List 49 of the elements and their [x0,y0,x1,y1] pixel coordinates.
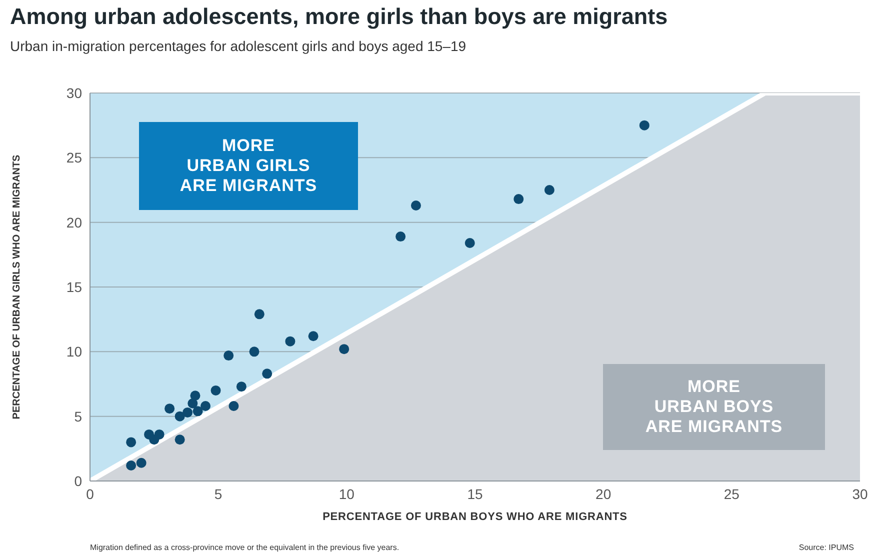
x-tick-label: 10 [338,486,355,502]
point [190,390,200,401]
point [544,185,554,195]
point [639,120,650,130]
point [249,346,260,357]
y-tick-label: 10 [66,344,82,360]
y-tick-label: 25 [66,150,82,166]
point [200,400,210,411]
point [285,336,296,346]
chart-subtitle: Urban in-migration percentages for adolescent girls and boys aged 15–19 [10,38,466,54]
text-box: MORE URBAN GIRLS ARE MIGRANTS [139,122,358,210]
point [236,382,246,392]
y-tick-label: 5 [74,408,82,424]
x-tick-label: 15 [467,486,483,502]
x-axis-title: PERCENTAGE OF URBAN BOYS WHO ARE MIGRANTS [322,511,628,523]
point [228,400,239,411]
point [254,309,264,320]
point [126,460,136,470]
x-tick-label: 0 [86,486,94,502]
point [224,350,234,361]
point [396,232,406,242]
point [154,429,164,440]
point [210,385,221,396]
text: Migration defined as a cross-province move or the equivalent in the previous five years. [90,543,400,552]
text-box: MORE URBAN BOYS ARE MIGRANTS [603,364,825,450]
point [126,437,136,448]
point [192,406,203,416]
point [174,434,185,445]
chart-title: Among urban adolescents, more girls than boys are migrants [10,4,668,30]
point [514,194,524,204]
point [262,368,272,379]
y-tick-label: 30 [66,84,82,101]
point [174,411,185,422]
y-tick-label: 0 [74,472,82,489]
point [339,344,350,354]
y-tick-label: 15 [66,278,82,295]
x-tick-label: 25 [724,486,740,502]
y-axis-title: PERCENTAGE OF URBAN GIRLS WHO ARE MIGRANTS [12,154,23,420]
x-tick-label: 20 [596,486,612,502]
point [136,458,146,468]
x-tick-label: 30 [852,486,868,502]
point [308,331,318,342]
x-tick-label: 5 [214,486,222,502]
point [464,238,475,248]
point [410,200,421,211]
source-note: Source: IPUMS [798,543,854,552]
y-tick-label: 20 [66,214,82,230]
point [182,407,193,418]
point [164,404,175,414]
